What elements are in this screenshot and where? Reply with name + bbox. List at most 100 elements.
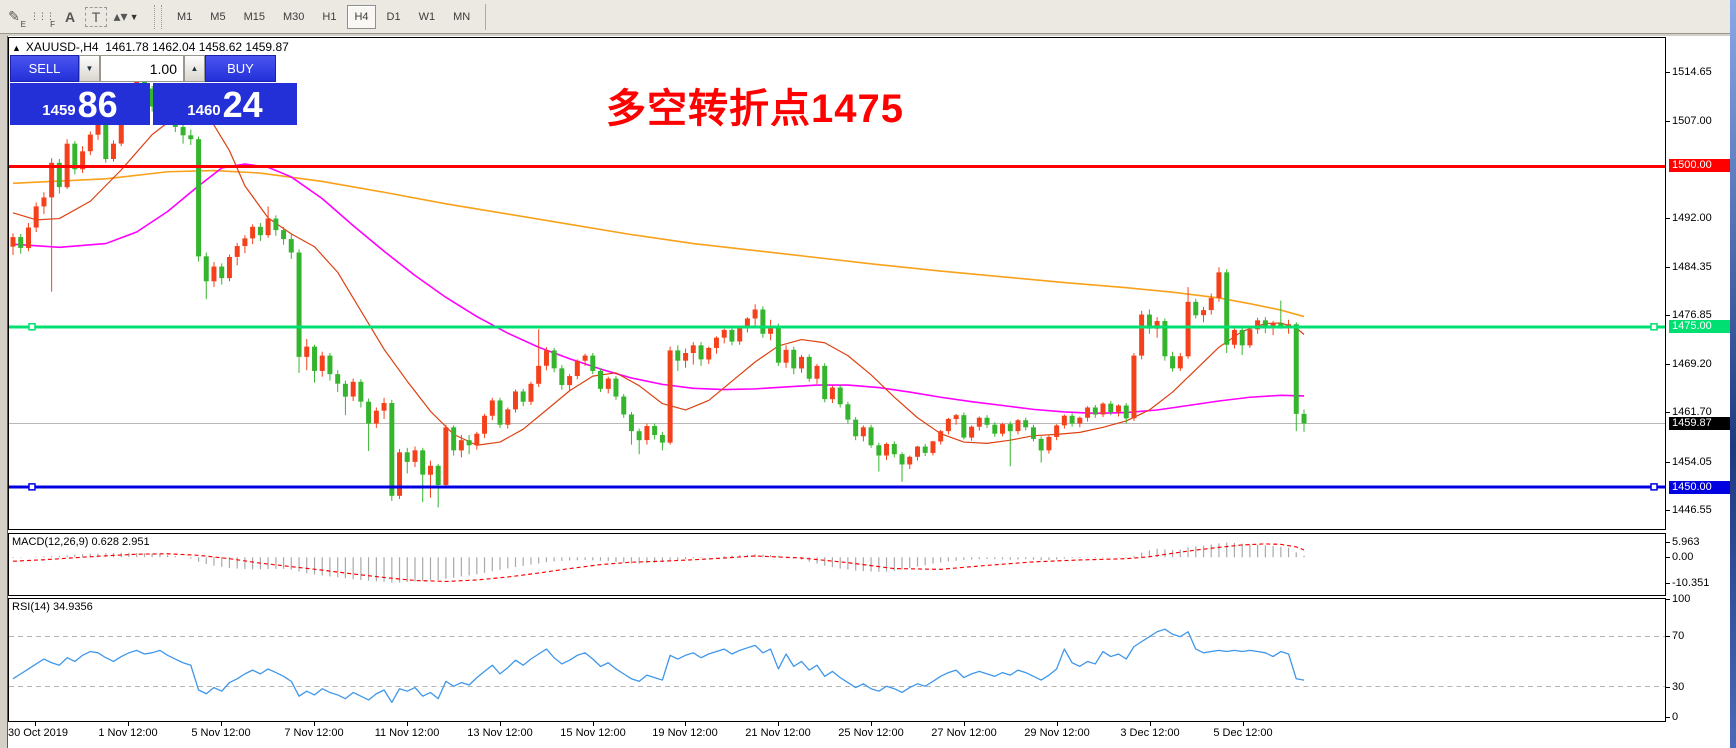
time-axis-label: 13 Nov 12:00 xyxy=(467,727,533,739)
rsi-canvas xyxy=(9,628,1665,704)
text-label-icon[interactable]: A xyxy=(64,8,76,25)
rsi-axis-label: 0 xyxy=(1672,711,1679,723)
timeframe-button-d1[interactable]: D1 xyxy=(386,10,401,23)
timeframe-bar: M1 M5 M15 M30 H1 H4 D1 W1 MN xyxy=(168,4,479,29)
price-tick xyxy=(1666,462,1670,463)
volume-decrement-button[interactable]: ▼ xyxy=(79,55,100,82)
rsi-panel[interactable] xyxy=(8,598,1666,722)
price-axis-label: 1461.70 xyxy=(1672,406,1712,418)
price-axis-label: 1446.55 xyxy=(1672,504,1712,516)
macd-axis-label: 5.963 xyxy=(1672,536,1700,548)
desktop-strip xyxy=(1730,0,1736,748)
time-axis-label: 11 Nov 12:00 xyxy=(374,727,440,739)
time-axis-label: 3 Dec 12:00 xyxy=(1120,727,1180,739)
chevron-down-icon: ▼ xyxy=(129,11,139,22)
cursor-mode-icon[interactable]: ▴▾ ▼ xyxy=(113,8,139,24)
price-tick xyxy=(1666,583,1670,584)
timeframe-button-w1[interactable]: W1 xyxy=(418,10,436,23)
buy-button[interactable]: BUY xyxy=(205,55,276,82)
price-tick xyxy=(1666,717,1670,718)
timeframe-button-mn[interactable]: MN xyxy=(453,10,471,23)
price-tick xyxy=(1666,364,1670,365)
time-tick xyxy=(778,722,779,726)
toolbar-end-separator xyxy=(485,3,487,30)
volume-input[interactable] xyxy=(100,55,184,82)
time-tick xyxy=(500,722,501,726)
price-tick xyxy=(1666,412,1670,413)
channels-tool-icon[interactable]: ✎ E xyxy=(8,8,26,29)
price-tick xyxy=(1666,315,1670,316)
time-axis-label: 7 Nov 12:00 xyxy=(284,727,344,739)
time-axis-label: 15 Nov 12:00 xyxy=(560,727,626,739)
sell-button[interactable]: SELL xyxy=(10,55,79,82)
time-tick xyxy=(35,722,36,726)
price-axis-label: 1492.00 xyxy=(1672,212,1712,224)
time-tick xyxy=(1243,722,1244,726)
price-tick xyxy=(1666,636,1670,637)
sell-price-pips: 86 xyxy=(77,84,118,125)
time-tick xyxy=(128,722,129,726)
symbol-timeframe-label: XAUUSD-,H4 xyxy=(25,40,99,54)
price-tick xyxy=(1666,542,1670,543)
rsi-axis-label: 30 xyxy=(1672,681,1685,693)
price-axis-label: 1454.05 xyxy=(1672,456,1712,468)
price-axis-label: 1514.65 xyxy=(1672,66,1712,78)
time-tick xyxy=(685,722,686,726)
time-axis-label: 19 Nov 12:00 xyxy=(652,727,718,739)
time-axis-label: 25 Nov 12:00 xyxy=(838,727,904,739)
buy-price-pips: 24 xyxy=(222,84,263,125)
time-tick xyxy=(221,722,222,726)
time-axis-label: 5 Nov 12:00 xyxy=(191,727,251,739)
volume-increment-button[interactable]: ▲ xyxy=(184,55,205,82)
time-tick xyxy=(593,722,594,726)
macd-panel[interactable] xyxy=(8,533,1666,596)
time-tick xyxy=(871,722,872,726)
price-tick xyxy=(1666,121,1670,122)
time-axis-label: 27 Nov 12:00 xyxy=(931,727,997,739)
price-tick xyxy=(1666,218,1670,219)
price-tick xyxy=(1666,687,1670,688)
text-tool-icon[interactable]: T xyxy=(85,6,107,27)
buy-price-display[interactable]: 1460 24 xyxy=(153,83,297,125)
time-tick xyxy=(407,722,408,726)
price-tick xyxy=(1666,599,1670,600)
ohlc-values: 1461.78 1462.04 1458.62 1459.87 xyxy=(105,40,289,54)
sell-price-display[interactable]: 1459 86 xyxy=(10,83,150,125)
time-tick xyxy=(1150,722,1151,726)
time-axis-label: 29 Nov 12:00 xyxy=(1024,727,1090,739)
timeframe-button-m5[interactable]: M5 xyxy=(210,10,226,23)
collapse-triangle-icon[interactable]: ▲ xyxy=(12,43,21,53)
timeframe-button-m1[interactable]: M1 xyxy=(177,10,193,23)
time-axis-label: 5 Dec 12:00 xyxy=(1213,727,1273,739)
fibonacci-tool-icon[interactable]: ⋮⋮⋮ F xyxy=(30,11,55,29)
buy-price-stem: 1460 xyxy=(187,102,221,119)
price-badge-1459.87: 1459.87 xyxy=(1669,417,1734,430)
macd-canvas xyxy=(12,542,1305,583)
price-tick xyxy=(1666,510,1670,511)
price-tick xyxy=(1666,72,1670,73)
sell-price-stem: 1459 xyxy=(42,102,76,119)
price-axis-label: 1507.00 xyxy=(1672,115,1712,127)
chart-header: ▲ XAUUSD-,H4 1461.78 1462.04 1458.62 1459… xyxy=(12,40,289,54)
price-axis-label: 1484.35 xyxy=(1672,261,1712,273)
time-tick xyxy=(1057,722,1058,726)
timeframe-button-m30[interactable]: M30 xyxy=(282,10,305,23)
time-tick xyxy=(314,722,315,726)
rsi-label: RSI(14) 34.9356 xyxy=(12,601,93,613)
macd-axis-label: -10.351 xyxy=(1672,577,1710,589)
price-tick xyxy=(1666,267,1670,268)
time-axis-label: 1 Nov 12:00 xyxy=(98,727,158,739)
price-badge-1450.00: 1450.00 xyxy=(1669,481,1734,494)
timeframe-button-m15[interactable]: M15 xyxy=(243,10,265,23)
price-badge-1475.00: 1475.00 xyxy=(1669,320,1734,333)
price-tick xyxy=(1666,557,1670,558)
chart-annotation-text: 多空转折点1475 xyxy=(606,87,904,131)
rsi-axis-label: 100 xyxy=(1672,593,1691,605)
top-toolbar: ✎ E ⋮⋮⋮ F A T ▴▾ ▼ M1 M5 M15 M30 H1 H4 D1 W1 MN xyxy=(0,0,1736,34)
price-axis-label: 1469.20 xyxy=(1672,358,1712,370)
time-axis-label: 21 Nov 12:00 xyxy=(745,727,811,739)
timeframe-button-h1[interactable]: H1 xyxy=(322,10,337,23)
toolbar-separator[interactable] xyxy=(154,4,162,29)
timeframe-button-h4[interactable]: H4 xyxy=(347,4,376,29)
